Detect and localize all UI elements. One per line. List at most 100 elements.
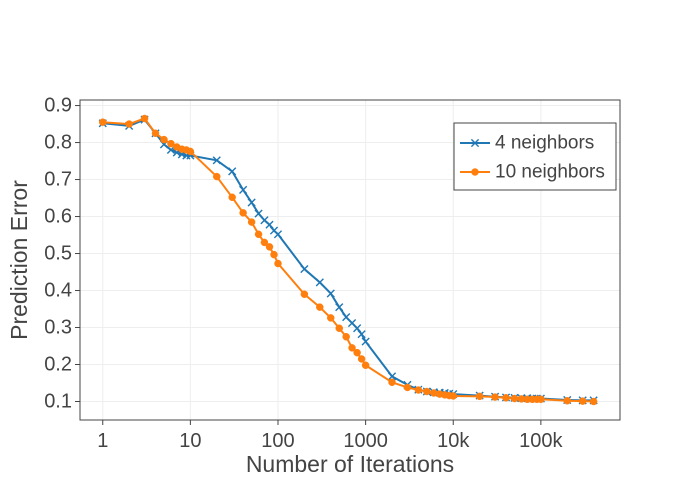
data-point-4-neighbors-stroke (247, 198, 256, 207)
data-point-10-neighbors (475, 392, 484, 401)
y-tick-label: 0.6 (44, 206, 72, 228)
data-point-10-neighbors (388, 378, 396, 387)
x-tick-label: 100 (261, 430, 294, 452)
data-point-10-neighbors (99, 118, 107, 126)
data-point-4-neighbors-stroke (353, 324, 362, 333)
data-point-10-neighbors (167, 139, 175, 148)
y-tick-label: 0.1 (44, 391, 72, 413)
data-point-4-neighbors (387, 372, 397, 381)
data-point-10-neighbors (361, 361, 370, 369)
data-point-4-neighbors-stroke (315, 278, 324, 287)
data-point-10-neighbors (327, 314, 335, 322)
legend-swatch-marker (471, 168, 479, 176)
y-tick-label: 0.5 (44, 243, 72, 265)
x-tick-label: 1000 (343, 430, 388, 452)
y-tick-label: 0.4 (44, 280, 72, 302)
data-point-4-neighbors-stroke (335, 303, 344, 312)
x-tick-label: 1 (97, 430, 108, 452)
data-point-4-neighbors-stroke (260, 216, 269, 225)
data-point-4-neighbors-stroke (361, 337, 370, 346)
data-point-4-neighbors (265, 220, 274, 229)
data-point-4-neighbors-stroke (269, 226, 279, 235)
data-point-4-neighbors-stroke (387, 372, 397, 381)
data-point-10-neighbors (247, 218, 256, 226)
legend-item-10-neighbors[interactable]: 10 neighbors (460, 162, 605, 183)
data-point-10-neighbors (151, 129, 160, 138)
data-point-4-neighbors-stroke (342, 313, 351, 322)
plot-frame (79, 99, 621, 421)
x-tick-label: 100k (519, 430, 563, 452)
data-point-10-neighbors (265, 243, 274, 251)
data-point-4-neighbors (254, 209, 263, 218)
data-point-4-neighbors (353, 324, 362, 333)
legend-swatch-marker-stroke (470, 138, 480, 148)
data-point-4-neighbors-stroke (357, 330, 366, 339)
data-point-4-neighbors (239, 185, 248, 194)
data-point-4-neighbors (300, 264, 309, 274)
data-point-10-neighbors (300, 290, 309, 298)
data-point-4-neighbors-stroke (326, 289, 335, 298)
data-point-10-neighbors (342, 333, 350, 341)
data-point-4-neighbors-stroke (254, 209, 263, 218)
data-point-4-neighbors (247, 198, 256, 207)
y-tick-label: 0.8 (44, 132, 72, 154)
data-point-10-neighbors (228, 193, 236, 202)
data-point-10-neighbors (186, 147, 195, 156)
y-tick-label: 0.3 (44, 317, 72, 339)
legend-label: 10 neighbors (495, 162, 605, 183)
data-point-10-neighbors (316, 303, 324, 311)
data-point-10-neighbors (414, 386, 423, 394)
legend-box (453, 122, 617, 191)
data-point-10-neighbors (239, 209, 247, 217)
y-axis-title: Prediction Error (6, 180, 32, 340)
data-point-10-neighbors (537, 395, 545, 404)
data-point-4-neighbors-stroke (265, 220, 274, 229)
data-point-10-neighbors (270, 250, 278, 259)
data-point-10-neighbors (353, 348, 361, 357)
legend-item-4-neighbors[interactable]: 4 neighbors (460, 133, 594, 154)
tick-layer: 0.1 0.2 0.3 0.4 0.5 0.6 0.7 0.8 0.9 1 10 100 1000 10k… (44, 95, 563, 452)
legend[interactable]: 4 neighbors 10 neighbors (453, 122, 617, 191)
series-10-neighbors (99, 114, 598, 406)
data-point-4-neighbors (326, 289, 335, 298)
data-point-4-neighbors-stroke (228, 167, 237, 176)
data-point-4-neighbors (357, 330, 366, 339)
data-point-10-neighbors (348, 344, 356, 352)
data-point-4-neighbors-stroke (212, 156, 221, 165)
data-point-4-neighbors-stroke (239, 185, 248, 194)
data-point-10-neighbors (213, 172, 221, 181)
data-point-10-neighbors (563, 397, 571, 405)
data-point-10-neighbors (125, 120, 133, 128)
data-point-4-neighbors-stroke (273, 230, 283, 239)
x-tick-label: 10k (437, 430, 470, 452)
data-point-10-neighbors (254, 230, 263, 239)
data-point-10-neighbors (423, 387, 431, 396)
data-point-4-neighbors (315, 278, 324, 287)
data-point-10-neighbors (260, 238, 269, 247)
x-axis-title: Number of Iterations (246, 451, 454, 477)
legend-label: 4 neighbors (495, 133, 594, 154)
data-point-4-neighbors-stroke (347, 318, 357, 328)
data-point-4-neighbors (335, 303, 344, 312)
data-point-10-neighbors (491, 393, 499, 401)
data-point-10-neighbors (449, 392, 457, 400)
y-tick-label: 0.7 (44, 169, 72, 191)
y-tick-label: 0.2 (44, 354, 72, 376)
data-point-4-neighbors (273, 230, 283, 239)
data-point-10-neighbors (274, 259, 282, 268)
data-point-10-neighbors (140, 114, 149, 123)
data-point-10-neighbors (335, 324, 343, 333)
data-point-4-neighbors (228, 167, 237, 176)
data-point-10-neighbors (510, 394, 519, 403)
data-point-10-neighbors (403, 383, 412, 392)
data-point-10-neighbors (357, 355, 366, 363)
y-tick-label: 0.9 (44, 95, 72, 117)
data-point-10-neighbors (578, 397, 587, 405)
data-point-10-neighbors (589, 397, 598, 406)
legend-swatch-marker (470, 138, 480, 148)
data-point-4-neighbors (361, 337, 370, 346)
series-layer (98, 114, 598, 406)
data-point-4-neighbors (212, 156, 221, 165)
